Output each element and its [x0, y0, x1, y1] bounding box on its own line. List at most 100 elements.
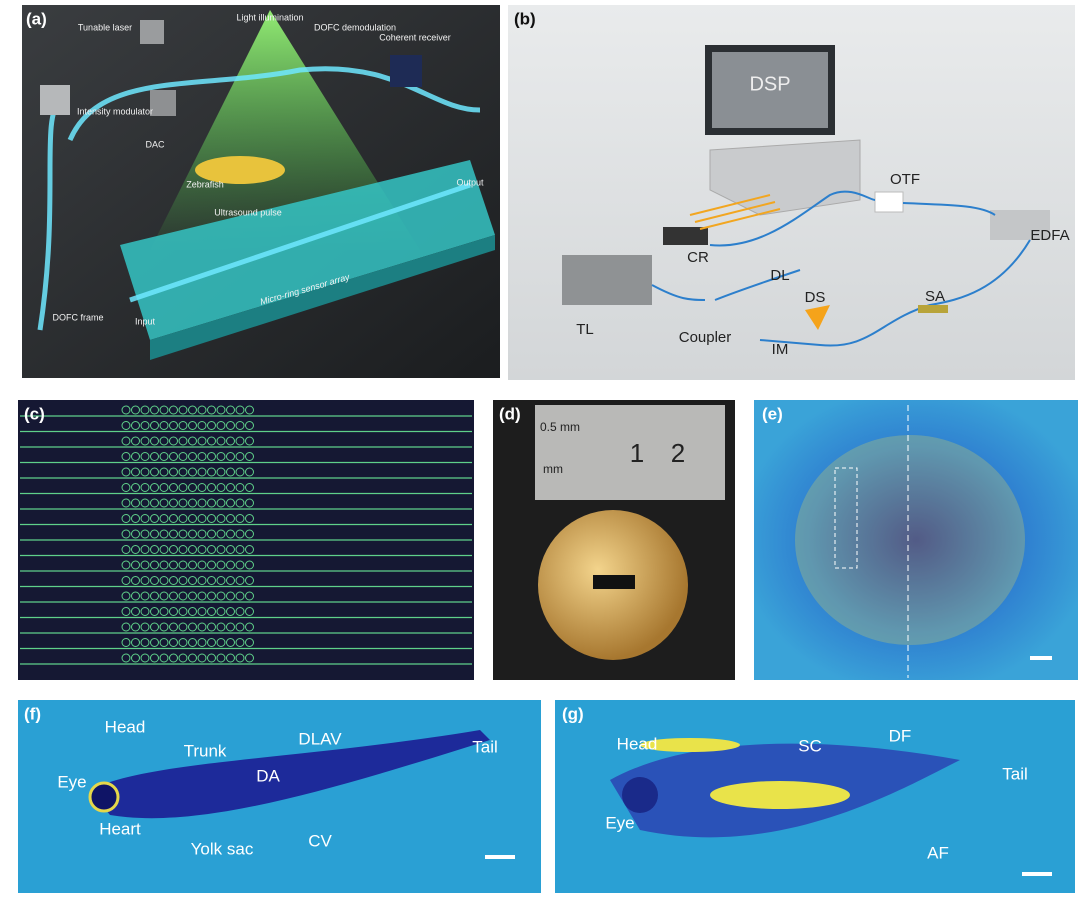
micro-ring [178, 452, 188, 461]
micro-ring [235, 576, 245, 585]
micro-ring [207, 607, 216, 616]
micro-ring [216, 622, 226, 632]
micro-ring [169, 467, 178, 477]
micro-ring [178, 622, 188, 632]
micro-ring [207, 638, 216, 647]
micro-ring [178, 607, 188, 616]
micro-ring [159, 405, 169, 415]
micro-ring [188, 436, 197, 446]
micro-ring [121, 467, 131, 477]
micro-ring [159, 591, 169, 601]
micro-ring [169, 638, 178, 647]
annotation: Tunable laser [78, 22, 132, 32]
micro-ring [178, 653, 188, 663]
ruler [535, 405, 725, 500]
micro-ring [235, 436, 245, 446]
micro-ring [131, 514, 140, 523]
micro-ring [159, 638, 169, 647]
micro-ring [188, 638, 197, 647]
micro-ring [197, 653, 207, 663]
micro-ring [140, 498, 150, 508]
annotation: OTF [890, 171, 920, 188]
micro-ring [216, 436, 226, 446]
micro-ring [197, 514, 207, 523]
micro-ring [245, 483, 254, 492]
micro-ring [169, 529, 178, 539]
micro-ring [131, 421, 140, 430]
micro-ring [235, 638, 245, 647]
micro-ring [188, 653, 197, 663]
device [140, 20, 164, 44]
scale-bar [1030, 656, 1052, 660]
micro-ring [140, 467, 150, 477]
screen [712, 52, 828, 128]
micro-ring [216, 576, 226, 585]
annotation: Input [135, 316, 156, 326]
micro-ring [159, 653, 169, 663]
micro-ring [235, 545, 245, 554]
annotation: Coupler [679, 329, 732, 346]
micro-ring [150, 529, 159, 539]
annotation: Trunk [184, 741, 227, 760]
micro-ring [169, 498, 178, 508]
micro-ring [169, 452, 178, 461]
micro-ring [188, 591, 197, 601]
micro-ring [140, 638, 150, 647]
micro-ring [235, 405, 245, 415]
micro-ring [131, 483, 140, 492]
micro-ring [226, 576, 235, 585]
micro-ring [197, 545, 207, 554]
micro-ring [226, 529, 235, 539]
micro-ring [178, 421, 188, 430]
micro-ring [178, 436, 188, 446]
micro-ring [178, 560, 188, 570]
micro-ring [140, 529, 150, 539]
micro-ring [235, 421, 245, 430]
micro-ring [169, 514, 178, 523]
micro-ring [131, 405, 140, 415]
micro-ring [207, 576, 216, 585]
panel-label: (g) [562, 704, 584, 723]
micro-ring [178, 576, 188, 585]
micro-ring [159, 436, 169, 446]
micro-ring [188, 607, 197, 616]
micro-ring [131, 591, 140, 601]
micro-ring [245, 421, 254, 430]
micro-ring [150, 483, 159, 492]
micro-ring [197, 467, 207, 477]
micro-ring [197, 421, 207, 430]
micro-ring [131, 622, 140, 632]
micro-ring [226, 560, 235, 570]
dashed-box [834, 467, 858, 569]
micro-ring [131, 545, 140, 554]
micro-ring [131, 576, 140, 585]
micro-ring [226, 638, 235, 647]
annotation: Eye [57, 772, 86, 791]
micro-ring [150, 514, 159, 523]
fish-eye [88, 781, 120, 813]
micro-ring [197, 622, 207, 632]
micro-ring [121, 421, 131, 430]
micro-ring [188, 421, 197, 430]
annotation: Tail [1002, 764, 1028, 783]
ds-arrow [805, 305, 830, 330]
micro-ring [131, 607, 140, 616]
micro-ring [216, 405, 226, 415]
micro-ring [188, 498, 197, 508]
zebrafish [195, 156, 285, 184]
fish-body [90, 730, 490, 819]
micro-ring [197, 405, 207, 415]
sensor-chip [593, 575, 635, 589]
micro-ring [169, 421, 178, 430]
annotation: DOFC demodulation [314, 22, 396, 32]
laser-box [562, 255, 652, 305]
micro-ring [178, 529, 188, 539]
micro-ring [207, 529, 216, 539]
micro-ring [121, 436, 131, 446]
annotation: DLAV [298, 729, 342, 748]
annotation: Tail [472, 737, 498, 756]
micro-ring [159, 607, 169, 616]
micro-ring [131, 529, 140, 539]
annotation: CR [687, 249, 709, 266]
micro-ring [245, 591, 254, 601]
